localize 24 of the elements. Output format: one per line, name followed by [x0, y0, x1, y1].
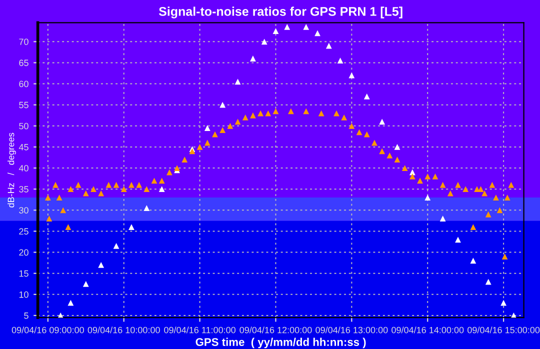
x-tick-label: 09/04/16 12:00:00: [240, 326, 312, 334]
y-tick-label: 55: [19, 102, 28, 108]
y-tick-label: 5: [24, 312, 28, 319]
x-axis-title: GPS time ( yy/mm/dd hh:nn:ss ): [196, 338, 366, 348]
y-tick-label: 40: [18, 165, 28, 172]
y-tick-label: 70: [19, 38, 28, 46]
y-tick-label: 20: [19, 249, 28, 256]
y-tick-label: 35: [19, 186, 28, 192]
x-tick-label: 09/04/16 14:00:00: [392, 326, 464, 334]
x-tick-label: 09/04/16 09:00:00: [12, 326, 84, 334]
x-tick-label: 09/04/16 15:00:00: [468, 326, 540, 334]
x-tick-label: 09/04/16 10:00:00: [88, 326, 160, 334]
y-tick-label: 45: [18, 144, 28, 150]
x-tick-label: 09/04/16 11:00:00: [164, 326, 236, 334]
y-tick-label: 60: [19, 80, 28, 88]
x-tick-label: 09/04/16 13:00:00: [316, 326, 388, 334]
y-tick-label: 10: [19, 291, 28, 298]
y-tick-label: 30: [19, 207, 28, 214]
y-tick-label: 15: [19, 270, 28, 277]
y-tick-label: 25: [19, 228, 28, 235]
y-axis-title: dB-Hz / degrees: [8, 132, 16, 208]
y-tick-label: 65: [19, 60, 28, 66]
y-tick-label: 50: [19, 122, 28, 130]
chart-title: Signal-to-noise ratios for GPS PRN 1 [L5]: [158, 6, 402, 18]
